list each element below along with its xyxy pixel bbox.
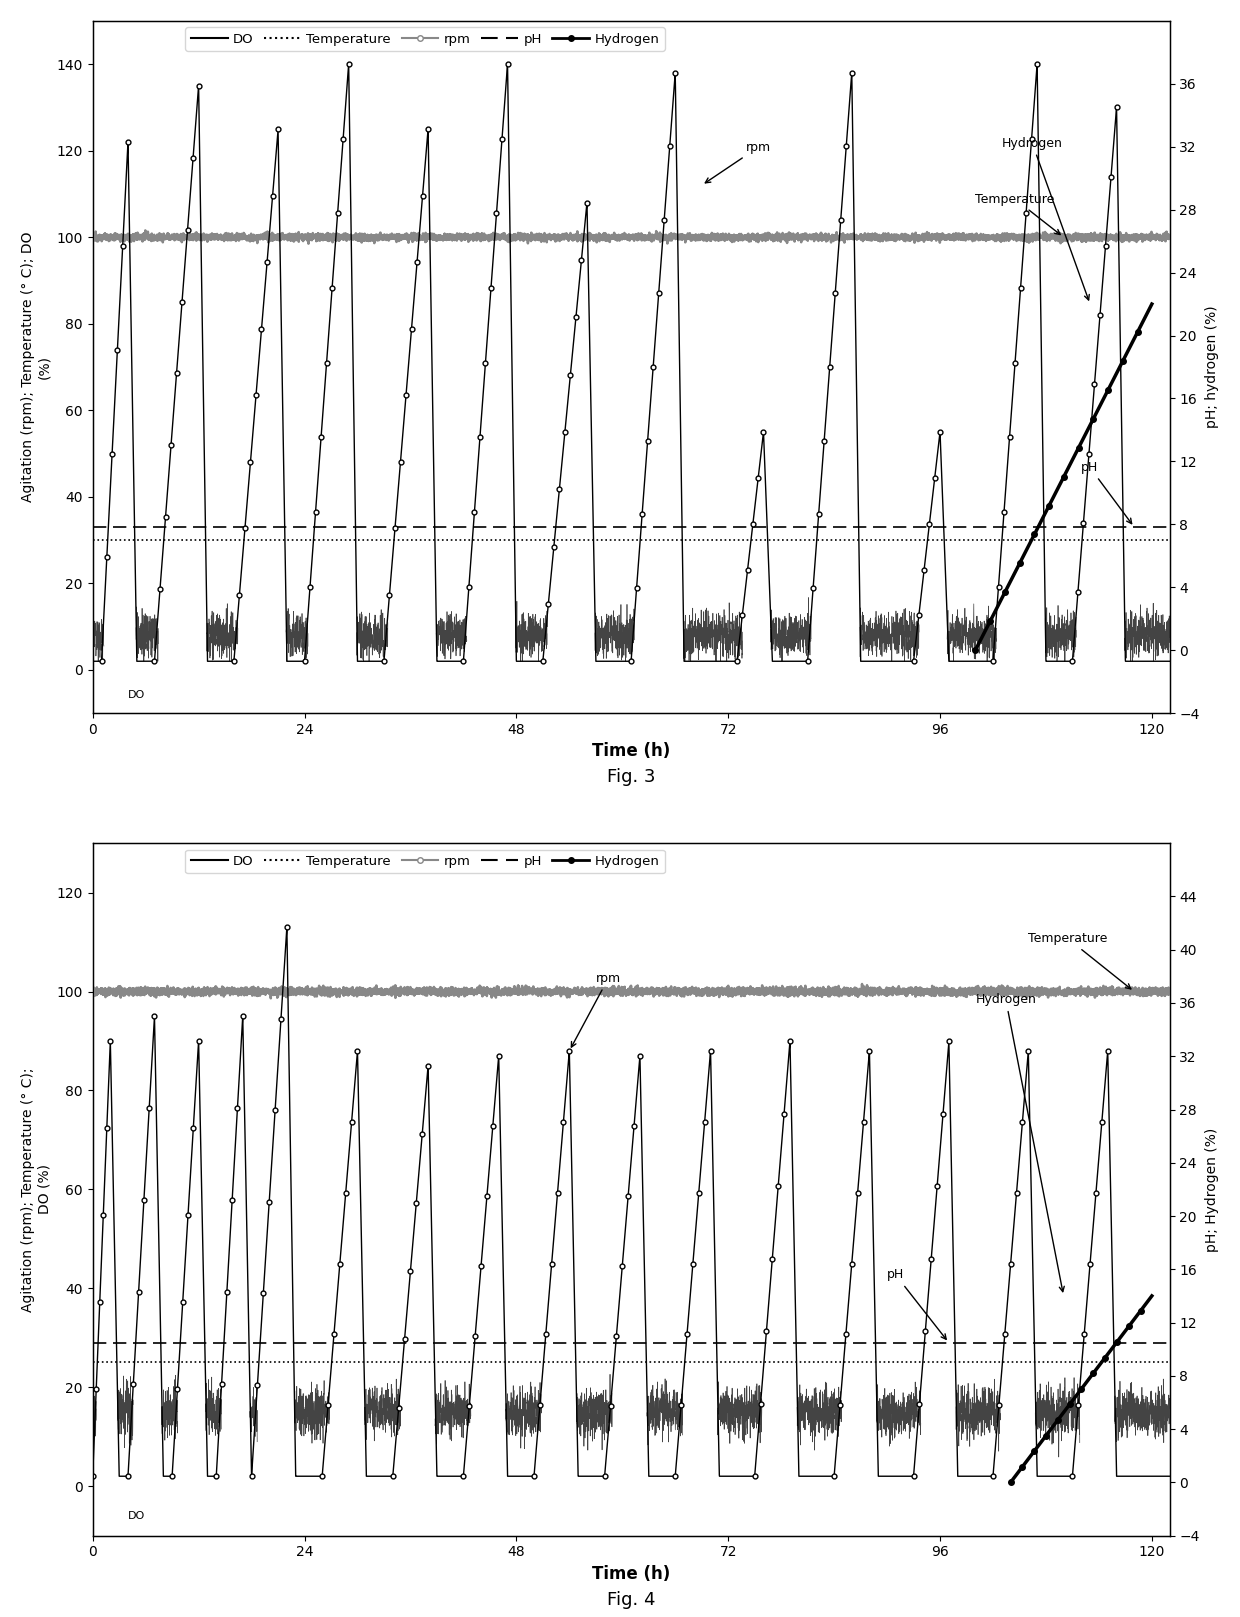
Text: Temperature: Temperature <box>976 192 1060 234</box>
Text: rpm: rpm <box>706 141 771 183</box>
Text: rpm: rpm <box>572 972 621 1048</box>
Text: DO: DO <box>128 1510 145 1520</box>
Text: Hydrogen: Hydrogen <box>1002 137 1089 301</box>
Y-axis label: Agitation (rpm); Temperature (° C); DO
(%): Agitation (rpm); Temperature (° C); DO (… <box>21 231 51 503</box>
Legend: DO, Temperature, rpm, pH, Hydrogen: DO, Temperature, rpm, pH, Hydrogen <box>186 27 665 52</box>
Text: DO: DO <box>128 690 145 700</box>
Text: pH: pH <box>1081 461 1132 524</box>
Text: pH: pH <box>887 1268 946 1339</box>
Legend: DO, Temperature, rpm, pH, Hydrogen: DO, Temperature, rpm, pH, Hydrogen <box>186 851 665 873</box>
Y-axis label: pH; hydrogen (%): pH; hydrogen (%) <box>1205 306 1219 429</box>
X-axis label: Time (h): Time (h) <box>591 1565 671 1583</box>
Text: Hydrogen: Hydrogen <box>976 993 1064 1292</box>
Y-axis label: Agitation (rpm); Temperature (° C);
DO (%): Agitation (rpm); Temperature (° C); DO (… <box>21 1067 51 1311</box>
Y-axis label: pH; Hydrogen (%): pH; Hydrogen (%) <box>1205 1127 1219 1252</box>
Text: Fig. 3: Fig. 3 <box>606 768 656 786</box>
Text: Temperature: Temperature <box>1028 931 1131 990</box>
Text: Fig. 4: Fig. 4 <box>606 1591 656 1609</box>
X-axis label: Time (h): Time (h) <box>591 742 671 760</box>
